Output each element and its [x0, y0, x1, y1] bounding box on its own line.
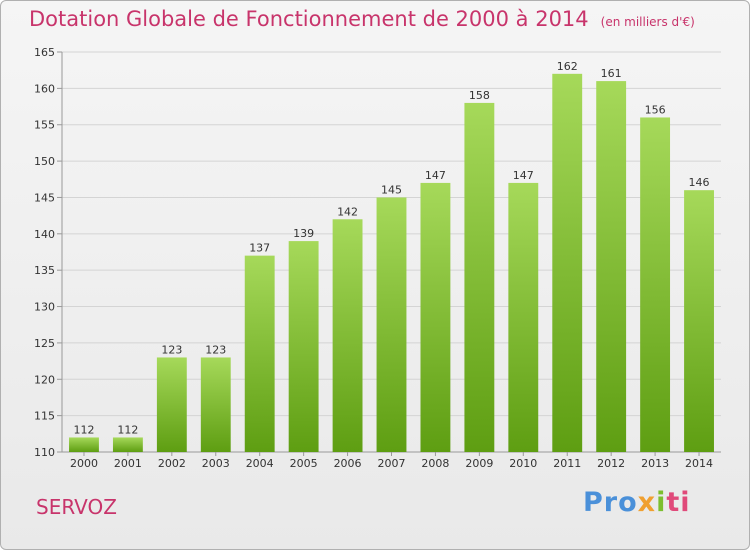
bar-value-label: 156	[645, 103, 666, 116]
chart-unit-note: (en milliers d'€)	[600, 15, 695, 29]
bar-value-label: 112	[73, 423, 94, 436]
bar-value-label: 147	[425, 169, 446, 182]
logo-part: Pro	[583, 487, 638, 518]
x-tick-label: 2011	[553, 457, 581, 470]
y-tick-label: 140	[34, 228, 55, 241]
x-tick-label: 2000	[70, 457, 98, 470]
y-tick-label: 110	[34, 446, 55, 459]
proxiti-logo: Proxiti	[583, 487, 691, 518]
bar-value-label: 147	[513, 169, 534, 182]
y-tick-label: 145	[34, 191, 55, 204]
y-tick-label: 165	[34, 46, 55, 59]
bar	[684, 190, 714, 452]
label-layer: 110 115 120 125 130 135 140 145 150 155 160 165 112 2…	[34, 46, 713, 470]
y-tick-label: 125	[34, 337, 55, 350]
y-tick-label: 130	[34, 301, 55, 314]
x-tick-label: 2013	[641, 457, 669, 470]
bar	[640, 117, 671, 453]
bar-layer	[69, 73, 714, 453]
bar	[288, 241, 319, 452]
x-tick-label: 2003	[202, 457, 230, 470]
bar-value-label: 137	[249, 242, 270, 255]
bar	[112, 437, 143, 452]
y-tick-label: 155	[34, 119, 55, 132]
bar-value-label: 123	[205, 343, 226, 356]
bar-value-label: 145	[381, 183, 402, 196]
bar-value-label: 123	[161, 343, 182, 356]
x-tick-label: 2002	[158, 457, 186, 470]
x-tick-label: 2006	[334, 457, 362, 470]
bar-value-label: 146	[689, 176, 710, 189]
x-tick-label: 2007	[378, 457, 406, 470]
bar-value-label: 112	[117, 423, 138, 436]
y-tick-label: 120	[34, 373, 55, 386]
bar	[420, 182, 451, 452]
commune-name: SERVOZ	[36, 495, 117, 519]
x-tick-label: 2010	[509, 457, 537, 470]
bar	[552, 73, 583, 453]
bar-value-label: 161	[601, 67, 622, 80]
x-tick-label: 2009	[465, 457, 493, 470]
bar	[596, 81, 627, 452]
chart-title-block: Dotation Globale de Fonctionnement de 20…	[29, 7, 695, 31]
bar-value-label: 142	[337, 205, 358, 218]
bar	[332, 219, 363, 452]
bar	[156, 357, 187, 452]
y-tick-label: 150	[34, 155, 55, 168]
y-tick-label: 135	[34, 264, 55, 277]
bar	[464, 102, 495, 452]
bar-value-label: 162	[557, 60, 578, 73]
bar	[244, 255, 275, 452]
logo-part: x	[637, 487, 657, 518]
bar	[200, 357, 231, 452]
bar	[508, 182, 539, 452]
x-tick-label: 2014	[685, 457, 713, 470]
bar	[69, 437, 99, 452]
x-tick-label: 2001	[114, 457, 142, 470]
x-tick-label: 2012	[597, 457, 625, 470]
x-tick-label: 2008	[421, 457, 449, 470]
y-tick-label: 160	[34, 82, 55, 95]
logo-part: ti	[666, 487, 691, 518]
logo-part: i	[656, 487, 667, 518]
bar	[376, 197, 407, 452]
x-tick-label: 2005	[290, 457, 318, 470]
x-tick-label: 2004	[246, 457, 274, 470]
bar-value-label: 139	[293, 227, 314, 240]
bar-value-label: 158	[469, 89, 490, 102]
y-tick-label: 115	[34, 410, 55, 423]
chart-title: Dotation Globale de Fonctionnement de 20…	[29, 7, 589, 31]
